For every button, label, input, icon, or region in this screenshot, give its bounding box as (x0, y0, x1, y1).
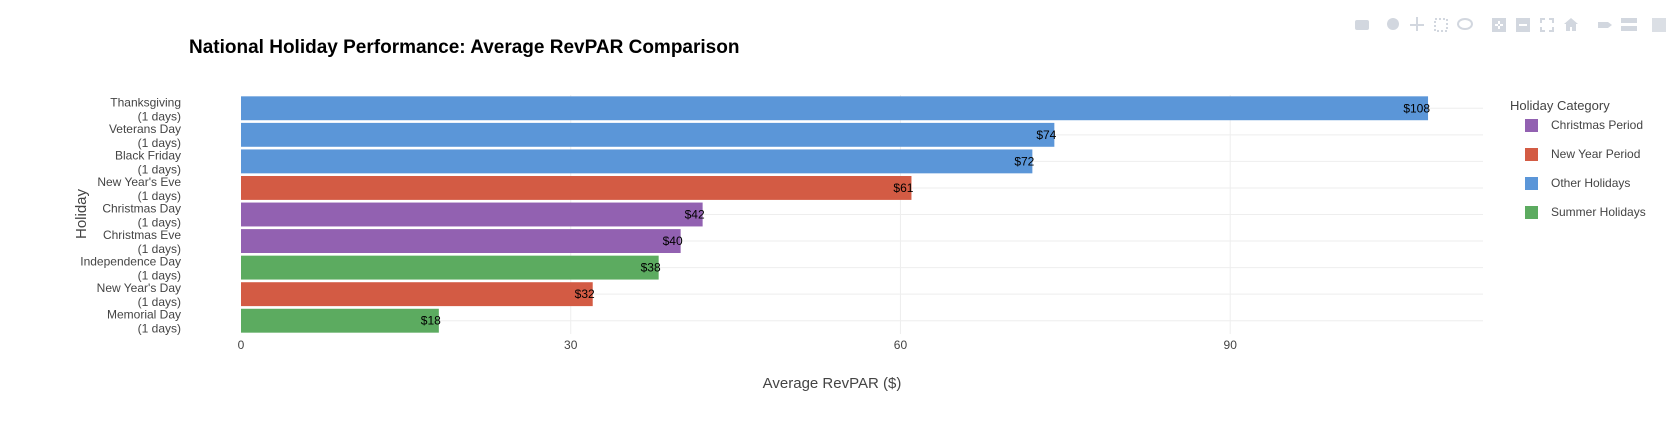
y-category-label-4: Christmas Day (102, 202, 181, 216)
box-select-icon[interactable] (1434, 18, 1448, 32)
y-category-label-7: New Year's Day (97, 281, 181, 295)
zoom-icon[interactable] (1387, 18, 1399, 30)
x-axis-ticks: 0 30 60 90 (238, 338, 1238, 352)
y-category-label-6: Independence Day (80, 255, 181, 269)
x-axis-title: Average RevPAR ($) (763, 375, 902, 392)
y-category-label-8: Memorial Day (107, 308, 181, 322)
legend-swatch-1 (1525, 148, 1538, 161)
legend-entry-0: Christmas Period (1551, 118, 1643, 132)
autoscale-icon[interactable] (1540, 18, 1554, 32)
y-axis-title: Holiday (73, 188, 90, 239)
y-category-sublabel-5: (1 days) (138, 242, 181, 256)
bar-8 (241, 308, 439, 333)
camera-icon[interactable] (1355, 20, 1369, 30)
pan-icon[interactable] (1410, 17, 1424, 31)
bar-labels: $108 $74$72 $61 $42$40$38 $32 $18 (421, 101, 1431, 327)
lasso-icon[interactable] (1457, 18, 1473, 30)
y-category-label-1: Veterans Day (109, 122, 181, 136)
y-category-sublabel-0: (1 days) (138, 109, 181, 123)
bars (241, 96, 1429, 333)
y-category-label-3: New Year's Eve (97, 175, 181, 189)
legend: Holiday Category Christmas Period New Yea… (1510, 98, 1646, 219)
y-category-sublabel-6: (1 days) (138, 269, 181, 283)
modebar (1355, 17, 1666, 32)
legend-swatch-3 (1525, 206, 1538, 219)
bar-value-label-5: $40 (663, 234, 683, 248)
spike-lines-icon[interactable] (1598, 22, 1612, 28)
y-category-sublabel-3: (1 days) (138, 189, 181, 203)
y-category-sublabel-1: (1 days) (138, 136, 181, 150)
bar-1 (241, 122, 1055, 147)
bar-value-label-3: $61 (893, 181, 913, 195)
bar-value-label-6: $38 (641, 261, 661, 275)
chart-title: National Holiday Performance: Average Re… (189, 37, 739, 58)
bar-6 (241, 255, 659, 280)
legend-entry-3: Summer Holidays (1551, 205, 1646, 219)
bar-3 (241, 175, 912, 200)
legend-swatch-2 (1525, 177, 1538, 190)
y-category-label-2: Black Friday (115, 148, 181, 162)
bar-value-label-1: $74 (1036, 128, 1056, 142)
x-tick-label-0: 0 (238, 338, 245, 352)
legend-swatch-0 (1525, 119, 1538, 132)
y-category-sublabel-2: (1 days) (138, 162, 181, 176)
bar-0 (241, 96, 1429, 121)
bar-value-label-2: $72 (1014, 154, 1034, 168)
bar-value-label-0: $108 (1403, 101, 1430, 115)
x-tick-label-3: 90 (1224, 338, 1238, 352)
bar-7 (241, 282, 593, 307)
x-tick-label-1: 30 (564, 338, 578, 352)
bar-value-label-8: $18 (421, 314, 441, 328)
y-category-sublabel-8: (1 days) (138, 322, 181, 336)
y-axis-categories: Thanksgiving(1 days)Veterans Day(1 days)… (80, 95, 181, 335)
bar-value-label-4: $42 (685, 208, 705, 222)
y-category-sublabel-7: (1 days) (138, 295, 181, 309)
x-tick-label-2: 60 (894, 338, 908, 352)
zoom-out-icon[interactable] (1516, 18, 1530, 32)
bar-4 (241, 202, 703, 227)
compare-hover-icon[interactable] (1621, 18, 1637, 31)
legend-entry-1: New Year Period (1551, 147, 1640, 161)
y-category-sublabel-4: (1 days) (138, 216, 181, 230)
bar-value-label-7: $32 (575, 287, 595, 301)
y-category-label-5: Christmas Eve (103, 228, 181, 242)
bar-5 (241, 229, 681, 254)
plotly-logo-icon[interactable] (1652, 18, 1666, 32)
legend-entry-2: Other Holidays (1551, 176, 1630, 190)
zoom-in-icon[interactable] (1492, 18, 1506, 32)
legend-title: Holiday Category (1510, 98, 1610, 113)
y-category-label-0: Thanksgiving (110, 95, 181, 109)
bar-2 (241, 149, 1033, 174)
reset-axes-icon[interactable] (1564, 18, 1578, 31)
